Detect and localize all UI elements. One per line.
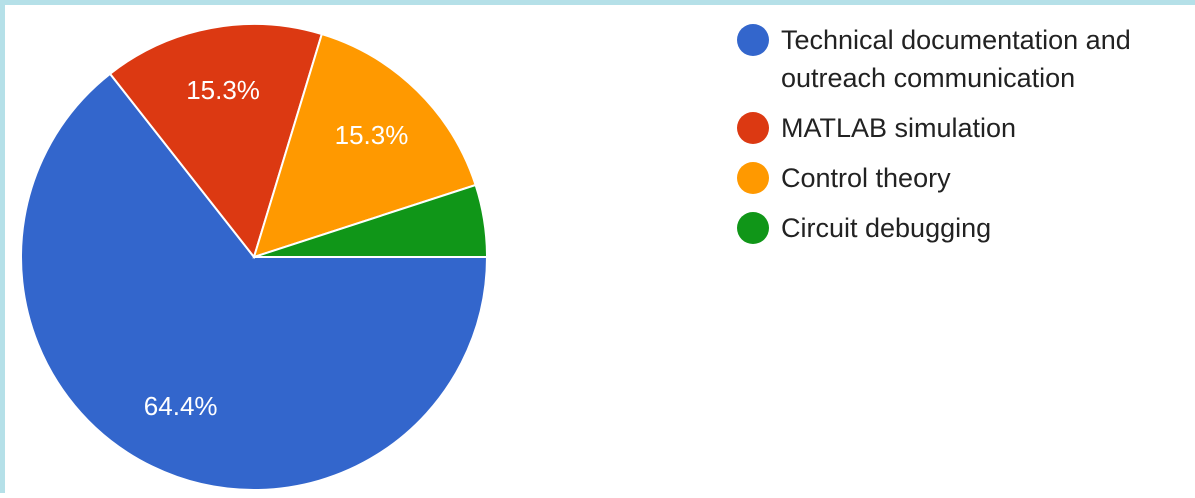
legend-item: Circuit debugging xyxy=(737,209,1177,247)
pie-slice xyxy=(252,32,477,259)
legend-swatch xyxy=(737,212,769,244)
pie-chart: 64.4% 15.3% 15.3% xyxy=(20,23,489,491)
slice-label: 64.4% xyxy=(144,391,218,421)
legend-label: Circuit debugging xyxy=(781,213,992,243)
legend-item: MATLAB simulation xyxy=(737,109,1177,147)
legend-swatch xyxy=(737,162,769,194)
legend-swatch xyxy=(737,24,769,56)
legend-item: Control theory xyxy=(737,159,1177,197)
legend-swatch xyxy=(737,112,769,144)
legend-label: Control theory xyxy=(781,163,951,193)
slice-label: 15.3% xyxy=(186,75,260,105)
legend-item: Technical documentation and outreach com… xyxy=(737,21,1177,97)
pie-slice xyxy=(253,183,489,258)
pie-slice xyxy=(108,23,324,260)
legend-label: Technical documentation and outreach com… xyxy=(781,25,1131,93)
legend: Technical documentation and outreach com… xyxy=(737,21,1177,259)
pie-slice xyxy=(20,72,489,491)
legend-label: MATLAB simulation xyxy=(781,113,1017,143)
slice-label: 15.3% xyxy=(335,120,409,150)
